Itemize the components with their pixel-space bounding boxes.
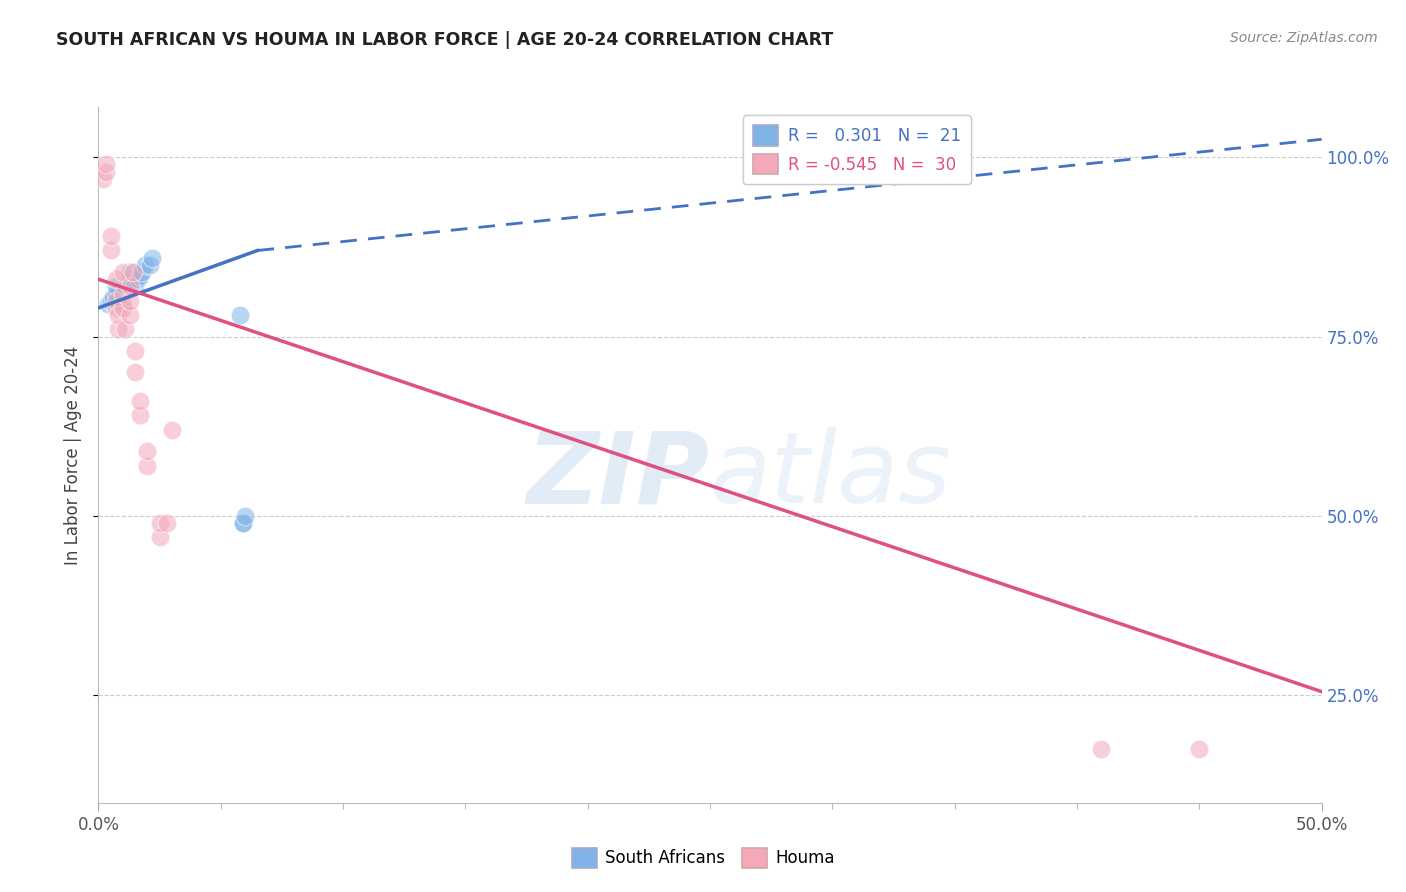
Point bbox=[120, 272, 142, 286]
Point bbox=[121, 265, 143, 279]
Point bbox=[129, 394, 152, 409]
Point bbox=[111, 301, 134, 315]
Point bbox=[120, 279, 142, 293]
Point bbox=[104, 301, 127, 315]
Point bbox=[120, 265, 142, 279]
Point bbox=[129, 268, 152, 283]
Point bbox=[1090, 742, 1112, 756]
Point bbox=[136, 458, 159, 473]
Point bbox=[129, 409, 152, 423]
Point bbox=[149, 516, 172, 530]
Point bbox=[124, 366, 146, 380]
Point bbox=[91, 171, 114, 186]
Point bbox=[100, 229, 122, 244]
Point bbox=[100, 293, 122, 308]
Point bbox=[131, 265, 153, 279]
Point bbox=[101, 290, 124, 304]
Point bbox=[232, 516, 254, 530]
Text: atlas: atlas bbox=[710, 427, 952, 524]
Text: ZIP: ZIP bbox=[527, 427, 710, 524]
Point bbox=[117, 276, 139, 290]
Point bbox=[156, 516, 179, 530]
Point bbox=[94, 157, 117, 171]
Point bbox=[104, 272, 127, 286]
Point bbox=[124, 343, 146, 358]
Point bbox=[139, 258, 162, 272]
Point bbox=[127, 272, 149, 286]
Point bbox=[120, 308, 142, 322]
Point bbox=[233, 508, 256, 523]
Point bbox=[104, 279, 127, 293]
Point bbox=[141, 251, 163, 265]
Point bbox=[111, 297, 134, 311]
Point bbox=[232, 516, 254, 530]
Point bbox=[104, 286, 127, 301]
Point bbox=[114, 279, 136, 293]
Text: SOUTH AFRICAN VS HOUMA IN LABOR FORCE | AGE 20-24 CORRELATION CHART: SOUTH AFRICAN VS HOUMA IN LABOR FORCE | … bbox=[56, 31, 834, 49]
Point bbox=[134, 258, 156, 272]
Point bbox=[97, 297, 120, 311]
Point bbox=[160, 423, 183, 437]
Point bbox=[124, 279, 146, 293]
Point bbox=[149, 530, 172, 544]
Point bbox=[136, 444, 159, 458]
Point bbox=[111, 286, 134, 301]
Point bbox=[1188, 742, 1211, 756]
Point bbox=[120, 293, 142, 308]
Point bbox=[104, 293, 127, 308]
Point bbox=[114, 322, 136, 336]
Point bbox=[111, 265, 134, 279]
Legend: South Africans, Houma: South Africans, Houma bbox=[565, 841, 841, 875]
Text: Source: ZipAtlas.com: Source: ZipAtlas.com bbox=[1230, 31, 1378, 45]
Point bbox=[107, 308, 129, 322]
Legend: R =   0.301   N =  21, R = -0.545   N =  30: R = 0.301 N = 21, R = -0.545 N = 30 bbox=[742, 115, 970, 185]
Point bbox=[100, 244, 122, 258]
Point bbox=[94, 164, 117, 178]
Y-axis label: In Labor Force | Age 20-24: In Labor Force | Age 20-24 bbox=[65, 345, 83, 565]
Point bbox=[229, 308, 252, 322]
Point bbox=[107, 322, 129, 336]
